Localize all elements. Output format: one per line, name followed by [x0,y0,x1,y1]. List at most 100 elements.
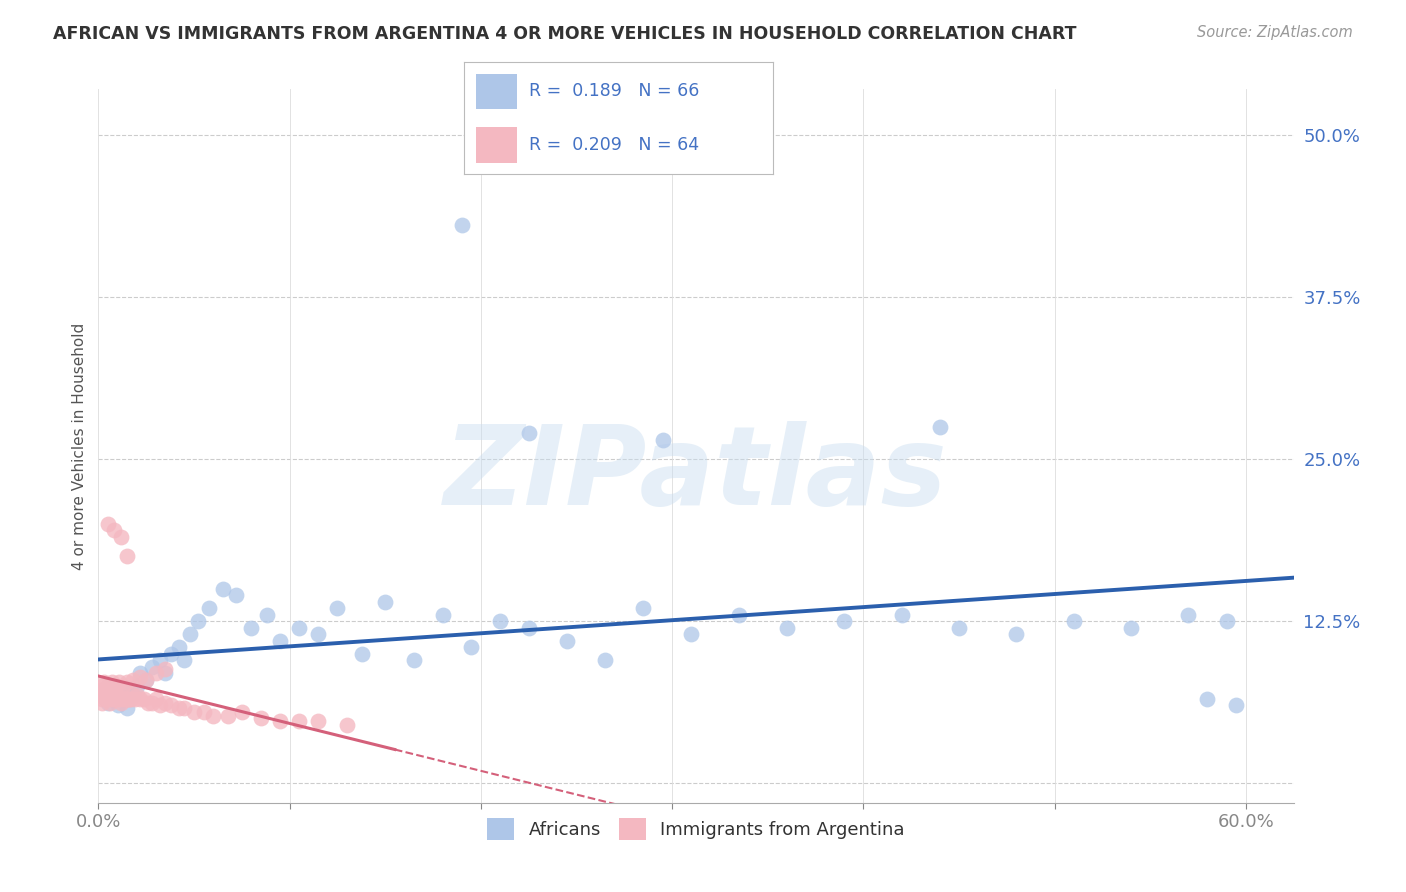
Point [91,692,114,706]
Point [108,692,131,706]
Point [517,621,540,635]
Point [93,675,115,690]
Legend: Africans, Immigrants from Argentina: Africans, Immigrants from Argentina [479,811,912,847]
Point [179,627,201,641]
Point [1005,627,1028,641]
Point [336,718,359,732]
Point [155,666,177,681]
Point [101,675,124,690]
Point [173,653,195,667]
Point [1119,621,1142,635]
Point [91,679,114,693]
Point [231,705,253,719]
Point [97,696,120,710]
Point [149,653,172,667]
Point [115,675,138,690]
Point [135,673,157,687]
Point [1063,614,1085,628]
Point [141,659,163,673]
Point [288,621,311,635]
Point [110,696,132,710]
Point [149,698,172,713]
Point [517,425,540,440]
Point [125,679,148,693]
Point [93,688,115,702]
Point [103,692,125,706]
Point [145,666,167,681]
Point [269,633,291,648]
Point [89,682,111,697]
Point [110,685,132,699]
Point [256,607,278,622]
Point [91,696,114,710]
Point [307,714,329,728]
Point [91,688,114,702]
Point [104,679,127,693]
Point [593,653,616,667]
Point [114,692,136,706]
Point [288,714,311,728]
Point [193,705,215,719]
Point [110,688,132,702]
Point [97,679,120,693]
Point [1215,614,1237,628]
Point [460,640,482,654]
Point [728,607,751,622]
Point [94,692,117,706]
Point [89,685,111,699]
Text: ZIPatlas: ZIPatlas [444,421,948,528]
Point [94,692,117,706]
Text: R =  0.189   N = 66: R = 0.189 N = 66 [529,82,699,101]
Point [129,666,152,681]
Point [160,698,183,713]
Y-axis label: 4 or more Vehicles in Household: 4 or more Vehicles in Household [72,322,87,570]
Point [104,688,127,702]
Point [402,653,425,667]
Point [651,433,673,447]
Point [101,688,124,702]
Point [94,692,117,706]
Point [112,679,135,693]
Point [89,688,111,702]
Point [104,685,127,699]
Point [110,530,132,544]
Text: AFRICAN VS IMMIGRANTS FROM ARGENTINA 4 OR MORE VEHICLES IN HOUSEHOLD CORRELATION: AFRICAN VS IMMIGRANTS FROM ARGENTINA 4 O… [53,25,1077,43]
Point [432,607,454,622]
Point [107,698,129,713]
Point [115,685,138,699]
Point [326,601,349,615]
Point [129,670,152,684]
Text: R =  0.209   N = 64: R = 0.209 N = 64 [529,136,699,154]
Point [1225,698,1247,713]
Point [108,681,131,696]
Point [155,662,177,676]
Point [112,692,135,706]
Point [120,692,142,706]
Point [121,688,143,702]
Point [97,679,120,693]
Point [307,627,329,641]
Point [97,516,120,531]
Point [489,614,512,628]
Point [118,692,141,706]
Point [97,688,120,702]
Point [108,675,131,690]
Point [135,673,157,687]
Point [217,709,239,723]
Text: Source: ZipAtlas.com: Source: ZipAtlas.com [1197,25,1353,40]
Point [141,696,163,710]
Point [101,688,124,702]
Point [167,701,190,715]
Point [173,701,195,715]
Point [633,601,655,615]
Point [121,673,143,687]
Point [107,692,129,706]
Point [125,688,148,702]
Point [124,692,146,706]
Point [98,685,121,699]
Point [93,682,115,697]
Point [183,705,205,719]
Point [115,692,138,706]
Point [103,682,125,697]
Point [107,688,129,702]
